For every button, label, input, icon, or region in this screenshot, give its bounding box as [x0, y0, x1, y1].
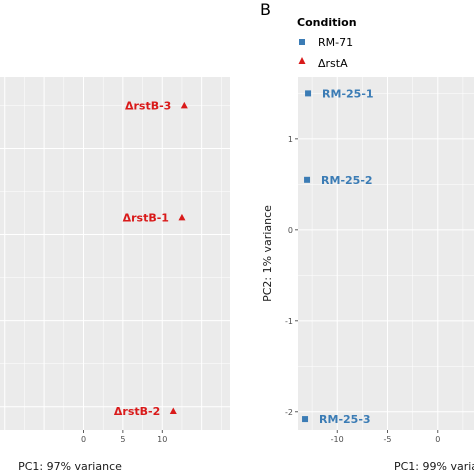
- data-point-square: [305, 90, 312, 97]
- panel-a: 0 5 10 PC1: 97% variance ΔrstB-3 ΔrstB-1 ΔrstB…: [0, 77, 230, 473]
- legend: Condition RM-71 ΔrstA: [297, 16, 357, 70]
- data-point-triangle: [178, 213, 186, 221]
- y-tick-label: -1: [285, 317, 293, 326]
- legend-entry-rsta: ΔrstA: [318, 57, 348, 70]
- panel-letter-b: B: [260, 0, 271, 19]
- data-point-square: [304, 176, 311, 183]
- data-point-label: ΔrstB-1: [123, 211, 169, 224]
- y-tick-label: -2: [285, 408, 293, 417]
- y-tick-label: 1: [288, 135, 293, 144]
- data-point-triangle: [169, 407, 177, 415]
- plot-panel-background: [0, 77, 230, 430]
- x-tick-label: 0: [435, 435, 440, 444]
- data-point-square: [302, 416, 309, 423]
- x-tick-label: 10: [157, 435, 167, 444]
- y-axis-title: PC2: 1% variance: [261, 205, 274, 302]
- data-point-label: RM-25-1: [322, 87, 374, 100]
- legend-square-marker-icon: [299, 39, 305, 45]
- plot-panel-background: [298, 77, 474, 430]
- x-tick-label: 5: [120, 435, 125, 444]
- data-point-label: RM-25-2: [321, 174, 373, 187]
- x-tick-label: -5: [384, 435, 392, 444]
- x-tick-label: 0: [81, 435, 86, 444]
- x-axis-title: PC1: 99% varia: [394, 460, 474, 473]
- y-tick-label: 0: [288, 226, 293, 235]
- legend-triangle-marker-icon: [298, 57, 306, 64]
- legend-entry-rm71: RM-71: [318, 36, 353, 49]
- legend-title: Condition: [297, 16, 357, 29]
- x-axis-title: PC1: 97% variance: [18, 460, 122, 473]
- data-point-label: ΔrstB-3: [125, 99, 171, 112]
- data-point-label: RM-25-3: [319, 413, 371, 426]
- x-tick-label: -10: [331, 435, 344, 444]
- data-point-label: ΔrstB-2: [114, 405, 160, 418]
- data-point-triangle: [180, 101, 188, 109]
